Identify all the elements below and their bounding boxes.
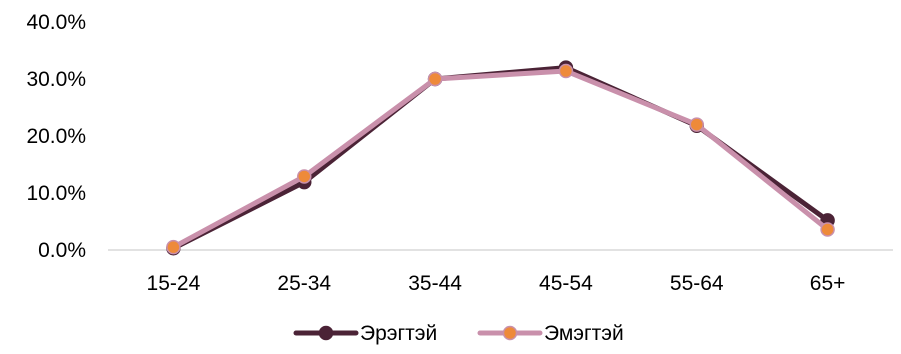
legend: Эрэгтэй Эмэгтэй <box>293 322 624 345</box>
x-tick-label: 65+ <box>810 272 846 295</box>
legend-label: Эрэгтэй <box>360 322 437 345</box>
x-tick-label: 15-24 <box>147 272 201 295</box>
y-tick-label: 0.0% <box>38 239 86 262</box>
series-male <box>166 60 835 256</box>
data-point <box>820 222 835 237</box>
legend-marker-swatch <box>502 325 518 341</box>
data-point <box>689 117 704 132</box>
y-axis-tick-labels: 0.0% 10.0% 20.0% 30.0% 40.0% <box>26 11 86 262</box>
x-tick-label: 55-64 <box>670 272 724 295</box>
y-tick-label: 20.0% <box>26 125 86 148</box>
y-tick-label: 10.0% <box>26 182 86 205</box>
legend-marker-swatch <box>318 325 334 341</box>
legend-label: Эмэгтэй <box>544 322 624 345</box>
series-line <box>170 65 831 251</box>
data-point <box>558 63 574 79</box>
legend-item: Эрэгтэй <box>293 322 437 345</box>
y-tick-label: 40.0% <box>26 11 86 34</box>
data-point <box>166 239 181 255</box>
x-axis-tick-labels: 15-24 25-34 35-44 45-54 55-64 65+ <box>147 272 846 295</box>
x-tick-label: 35-44 <box>408 272 462 295</box>
x-tick-label: 25-34 <box>277 272 331 295</box>
series-line <box>170 68 831 250</box>
series-layer <box>166 60 835 256</box>
data-point <box>297 169 312 184</box>
legend-item: Эмэгтэй <box>477 322 624 345</box>
y-tick-label: 30.0% <box>26 68 86 91</box>
x-tick-label: 45-54 <box>539 272 593 295</box>
series-female <box>166 63 835 255</box>
data-point <box>427 71 443 87</box>
